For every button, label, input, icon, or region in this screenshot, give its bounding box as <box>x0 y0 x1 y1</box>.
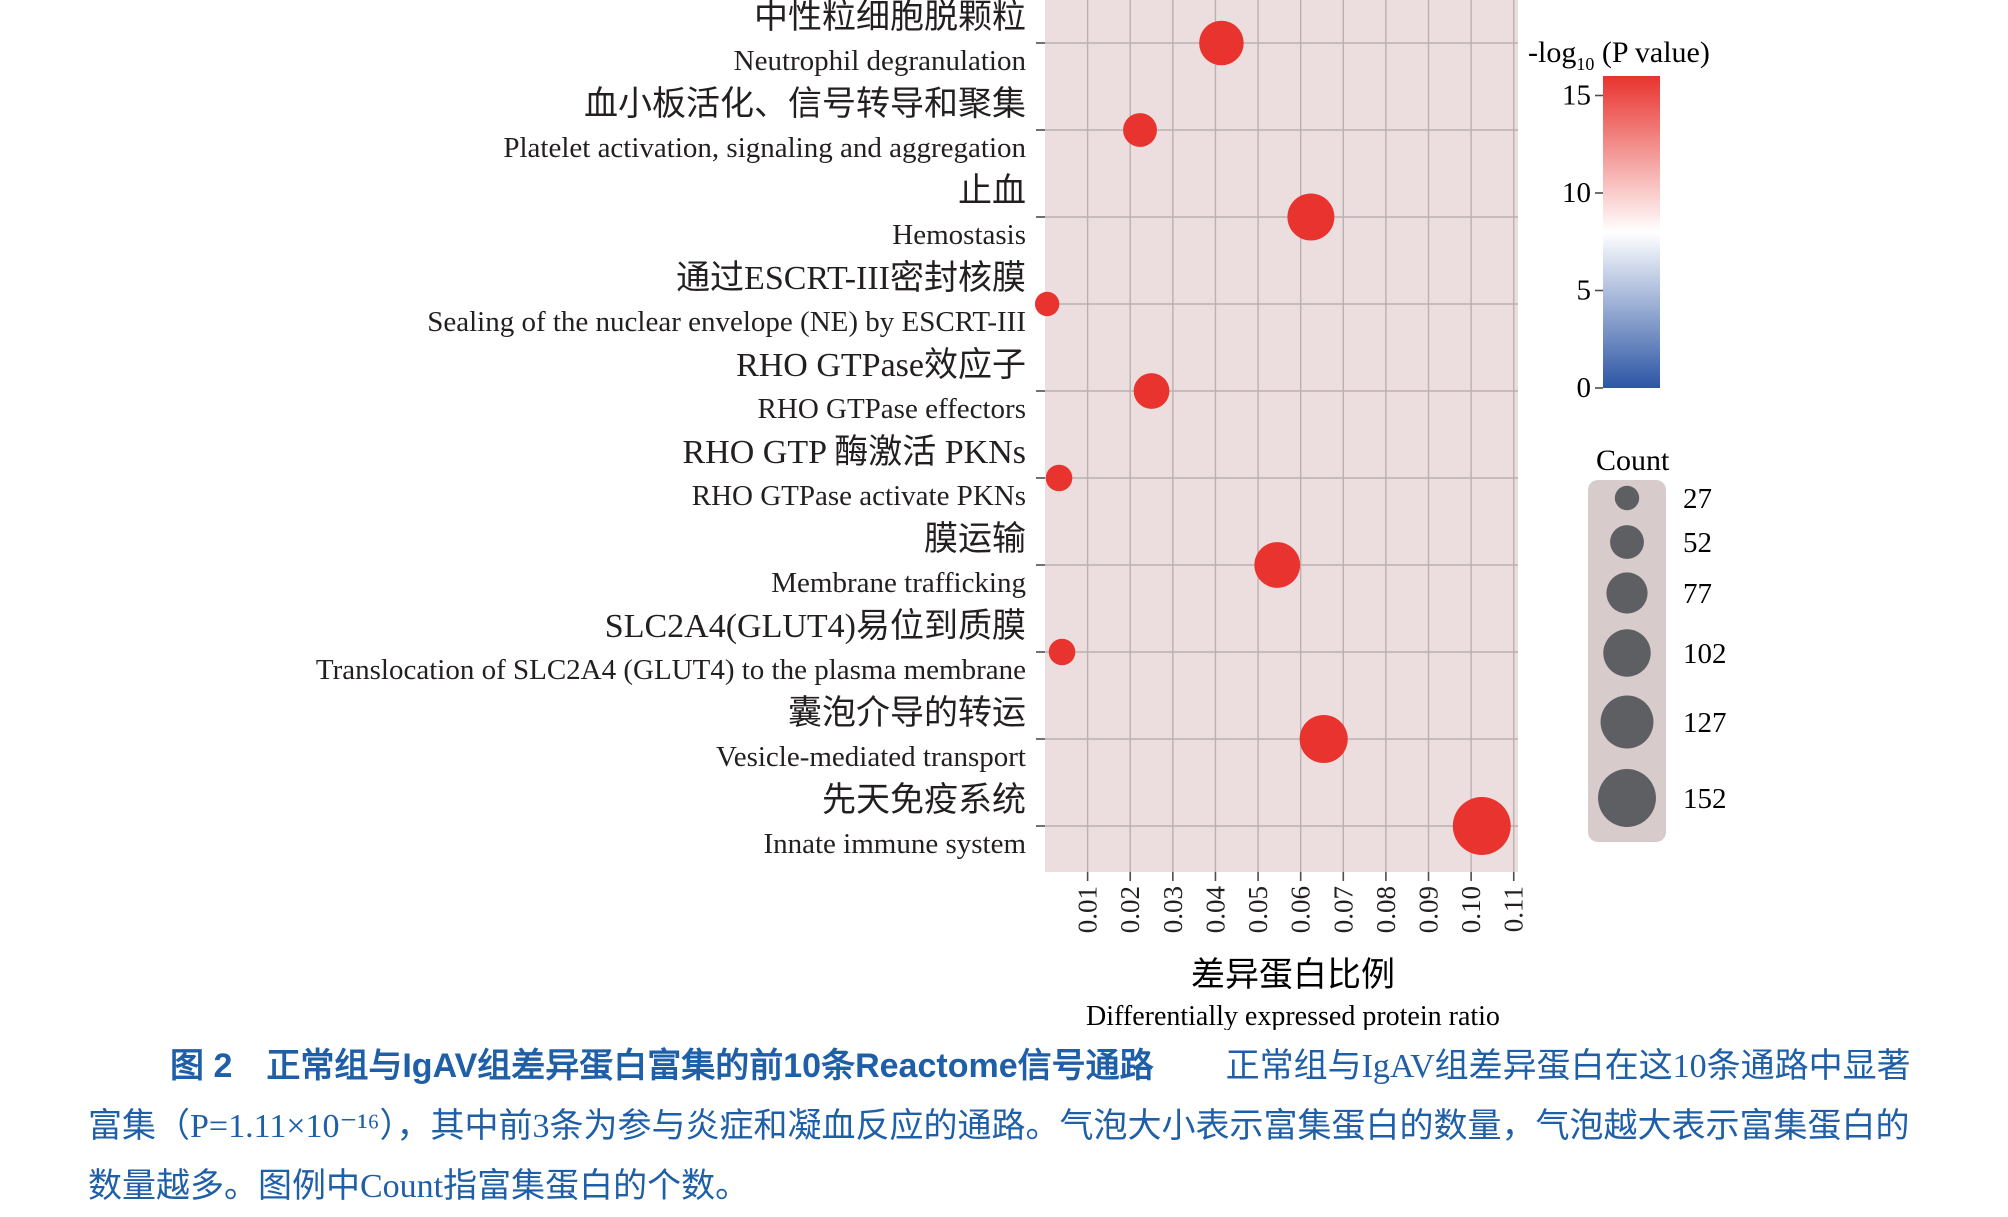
category-label-en: Hemostasis <box>892 219 1026 251</box>
x-tick-label: 0.04 <box>1200 886 1230 934</box>
size-legend-dot <box>1598 769 1656 827</box>
category-label-zh: 囊泡介导的转运 <box>788 694 1026 732</box>
size-legend: Count 27 52 77 102 127 152 <box>1588 444 1727 842</box>
color-tick-label: 0 <box>1577 372 1592 404</box>
bubble-point <box>1133 373 1170 409</box>
bubble-point <box>1123 113 1157 147</box>
bubble-point <box>1299 714 1348 764</box>
x-axis-title-zh: 差异蛋白比例 <box>1191 956 1395 994</box>
category-label-zh: 先天免疫系统 <box>822 781 1026 819</box>
category-label-en: Platelet activation, signaling and aggre… <box>503 132 1026 164</box>
color-gradient-bar <box>1603 76 1660 388</box>
color-tick-label: 5 <box>1577 275 1592 307</box>
category-label-en: Sealing of the nuclear envelope (NE) by … <box>427 306 1026 338</box>
category-label-zh: RHO GTPase效应子 <box>736 346 1026 384</box>
size-legend-label: 77 <box>1683 578 1712 610</box>
category-label-en: RHO GTPase effectors <box>758 393 1026 425</box>
category-label-en: Vesicle-mediated transport <box>716 741 1026 773</box>
bubble-point <box>1452 797 1511 855</box>
size-legend-label: 152 <box>1683 783 1727 815</box>
category-label-en: Translocation of SLC2A4 (GLUT4) to the p… <box>316 654 1026 686</box>
x-axis-ticks: 0.01 0.02 0.03 0.04 0.05 0.06 0.07 0.08 0.09 0.10… <box>1073 872 1529 933</box>
color-legend-ticks: 0 5 10 15 <box>1562 80 1603 404</box>
x-tick-label: 0.09 <box>1414 886 1444 933</box>
bubble-point <box>1254 542 1301 588</box>
category-label-en: RHO GTPase activate PKNs <box>692 480 1026 512</box>
bubble-point <box>1034 291 1060 317</box>
color-tick-label: 15 <box>1562 80 1591 112</box>
bubble-point <box>1199 20 1244 66</box>
x-tick-label: 0.03 <box>1158 886 1188 933</box>
category-labels: 中性粒细胞脱颗粒 Neutrophil degranulation 血小板活化、信号… <box>316 0 1027 860</box>
x-tick-label: 0.08 <box>1371 886 1401 933</box>
bubbles <box>1034 20 1511 855</box>
category-label-en: Neutrophil degranulation <box>734 45 1027 77</box>
category-label-zh: 膜运输 <box>924 520 1026 558</box>
bubble-point <box>1287 193 1335 241</box>
x-tick-label: 0.01 <box>1073 886 1103 933</box>
x-tick-label: 0.06 <box>1286 886 1316 933</box>
x-tick-label: 0.10 <box>1456 886 1486 933</box>
bubble-point <box>1048 638 1076 666</box>
size-legend-title: Count <box>1596 444 1670 477</box>
x-axis-title-en: Differentially expressed protein ratio <box>1086 1001 1500 1030</box>
size-legend-dot <box>1610 525 1644 559</box>
size-legend-label: 52 <box>1683 527 1712 559</box>
category-label-zh: RHO GTP 酶激活 PKNs <box>682 433 1026 471</box>
category-label-en: Membrane trafficking <box>771 567 1026 599</box>
category-label-zh: 血小板活化、信号转导和聚集 <box>584 85 1026 123</box>
bubble-point <box>1045 464 1073 492</box>
bubble-chart: 中性粒细胞脱颗粒 Neutrophil degranulation 血小板活化、信号… <box>316 0 1727 1030</box>
figure-caption: 图 2 正常组与IgAV组差异蛋白富集的前10条Reactome信号通路 正常组与… <box>88 1036 1933 1217</box>
color-tick-label: 10 <box>1562 177 1591 209</box>
color-legend: -log10 (P value) 0 5 10 15 <box>1528 36 1710 404</box>
caption-title: 图 2 正常组与IgAV组差异蛋白富集的前10条Reactome信号通路 <box>170 1047 1154 1085</box>
x-tick-label: 0.07 <box>1328 886 1358 933</box>
size-legend-label: 127 <box>1683 707 1727 739</box>
grid-lines <box>1036 0 1518 872</box>
size-legend-label: 102 <box>1683 638 1727 670</box>
plot-panel <box>1045 0 1518 872</box>
color-legend-title: -log10 (P value) <box>1528 36 1710 74</box>
category-label-zh: 中性粒细胞脱颗粒 <box>754 0 1026 36</box>
caption-body: 正常组与IgAV组差异蛋白在这10条通路中显著富集（P=1.11×10⁻¹⁶），… <box>88 1048 1911 1205</box>
category-label-en: Innate immune system <box>763 828 1026 860</box>
size-legend-dot <box>1606 572 1648 614</box>
x-tick-label: 0.11 <box>1499 886 1529 932</box>
size-legend-dot <box>1614 485 1640 511</box>
x-tick-label: 0.02 <box>1115 886 1145 933</box>
size-legend-dot <box>1603 629 1651 677</box>
category-label-zh: 止血 <box>958 172 1026 210</box>
category-label-zh: SLC2A4(GLUT4)易位到质膜 <box>605 607 1026 645</box>
x-tick-label: 0.05 <box>1243 886 1273 933</box>
category-label-zh: 通过ESCRT-III密封核膜 <box>676 259 1026 297</box>
size-legend-dot <box>1600 695 1654 749</box>
size-legend-label: 27 <box>1683 483 1712 515</box>
